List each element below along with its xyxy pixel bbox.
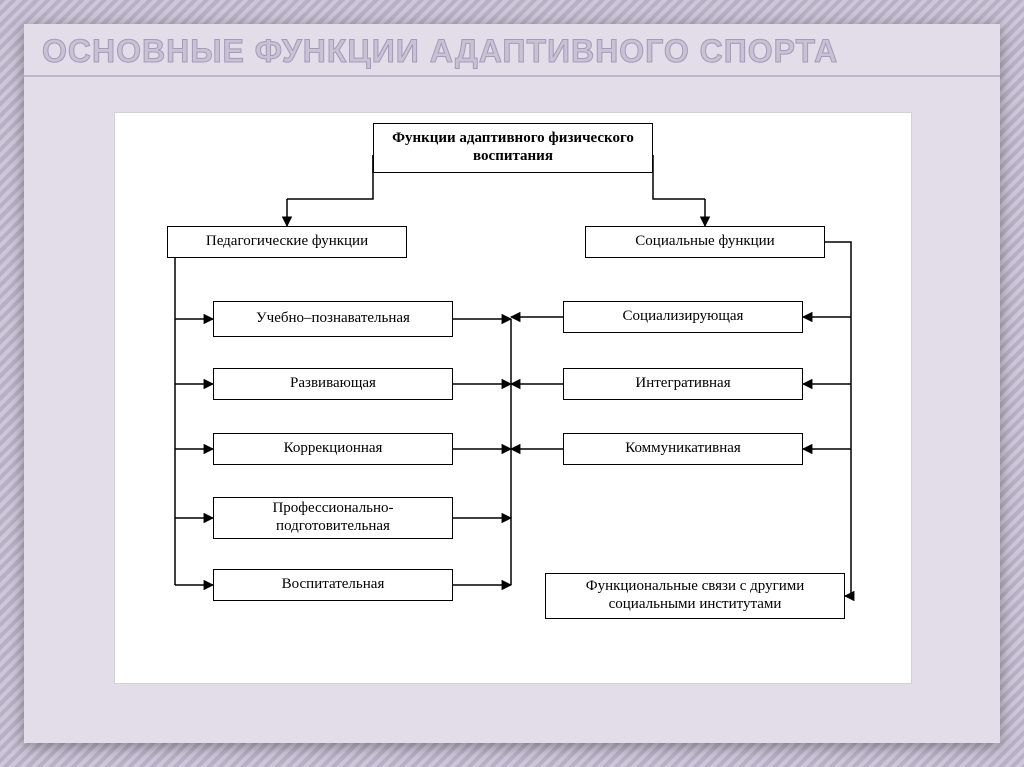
- node-p3: Коррекционная: [213, 433, 453, 465]
- node-ped: Педагогические функции: [167, 226, 407, 258]
- title-bar: ОСНОВНЫЕ ФУНКЦИИ АДАПТИВНОГО СПОРТА: [24, 24, 1000, 77]
- slide-panel: ОСНОВНЫЕ ФУНКЦИИ АДАПТИВНОГО СПОРТА Функ…: [24, 24, 1000, 743]
- diagram: Функции адаптивного физического воспитан…: [115, 113, 911, 683]
- slide-title: ОСНОВНЫЕ ФУНКЦИИ АДАПТИВНОГО СПОРТА: [42, 34, 982, 69]
- node-slink: Функциональные связи с другими социальны…: [545, 573, 845, 619]
- node-p5: Воспитательная: [213, 569, 453, 601]
- node-soc: Социальные функции: [585, 226, 825, 258]
- node-p1: Учебно–познавательная: [213, 301, 453, 337]
- node-s2: Интегративная: [563, 368, 803, 400]
- node-s3: Коммуникативная: [563, 433, 803, 465]
- diagram-frame: Функции адаптивного физического воспитан…: [114, 112, 912, 684]
- node-s1: Социализирующая: [563, 301, 803, 333]
- node-p2: Развивающая: [213, 368, 453, 400]
- node-root: Функции адаптивного физического воспитан…: [373, 123, 653, 173]
- node-p4: Профессионально-подготовительная: [213, 497, 453, 539]
